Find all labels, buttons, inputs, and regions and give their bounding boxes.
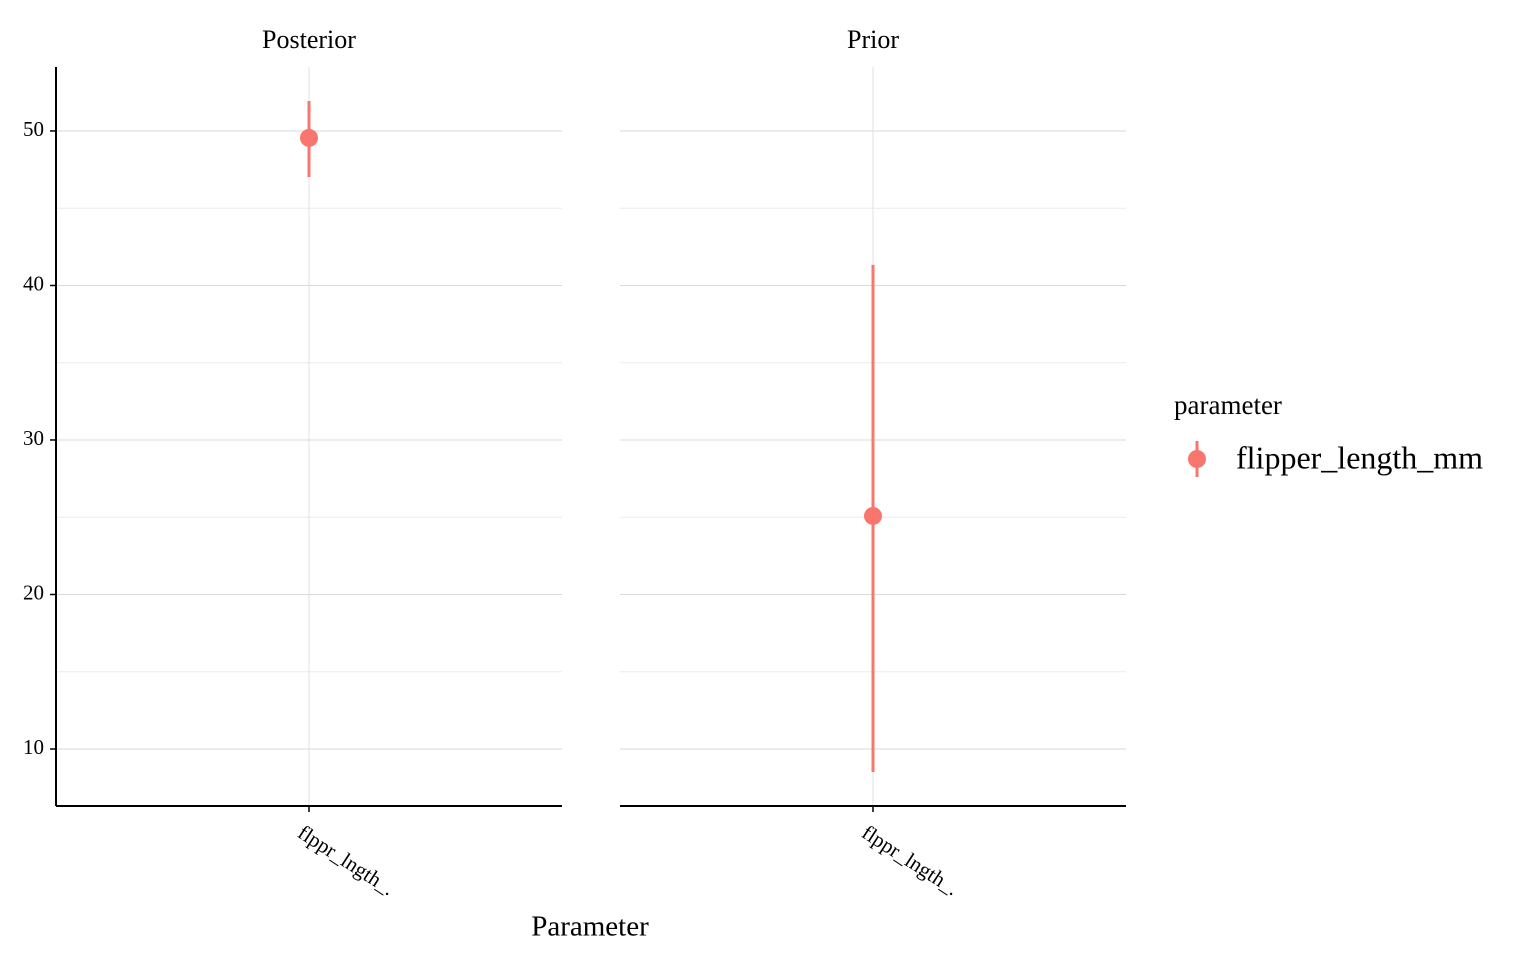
facet-title: Prior (847, 25, 899, 54)
y-tick-label: 20 (23, 580, 44, 604)
legend-key-point (1188, 450, 1206, 468)
y-tick-label: 10 (23, 735, 44, 759)
point (300, 128, 318, 147)
x-axis-label: Parameter (531, 911, 649, 943)
x-tick-label: flppr_lngth_. (294, 820, 400, 900)
x-tick-label: flppr_lngth_. (858, 820, 964, 900)
legend-label: flipper_length_mm (1236, 439, 1483, 475)
y-tick-label: 50 (23, 117, 44, 141)
y-tick-label: 30 (23, 426, 44, 450)
facet-title: Posterior (262, 25, 356, 54)
legend-title: parameter (1174, 390, 1282, 420)
y-tick-label: 40 (23, 271, 44, 295)
point (864, 506, 882, 525)
